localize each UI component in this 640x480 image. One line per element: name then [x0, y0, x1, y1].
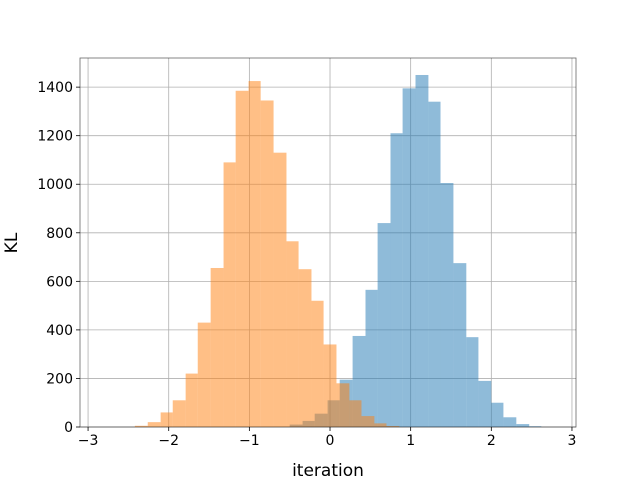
y-tick-label: 1400 [37, 80, 73, 96]
histogram-bar-series-2 [298, 269, 312, 427]
x-tick-label: −1 [239, 433, 260, 449]
histogram-bar-series-1 [453, 263, 467, 427]
histogram-bar-series-2 [273, 152, 287, 428]
histogram-bar-series-2 [260, 100, 274, 427]
histogram-bar-series-1 [428, 101, 441, 428]
histogram-bar-series-2 [374, 423, 387, 427]
histogram-bar-series-2 [286, 241, 299, 427]
histogram-bar-series-2 [311, 300, 324, 427]
y-tick-label: 1000 [37, 177, 73, 193]
x-tick-label: 2 [487, 433, 496, 449]
histogram-bar-series-2 [160, 412, 173, 427]
x-tick-label: 0 [326, 433, 335, 449]
x-tick-label: 1 [406, 433, 415, 449]
x-tick-label: 3 [568, 433, 577, 449]
y-axis-title: KL [2, 232, 22, 253]
histogram-bar-series-2 [248, 81, 261, 427]
histogram-bar-series-2 [147, 422, 161, 427]
histogram-bar-series-2 [185, 373, 198, 427]
histogram-bar-series-1 [503, 417, 517, 427]
x-tick-label: −2 [158, 433, 179, 449]
histogram-bar-series-1 [377, 223, 391, 427]
y-tick-label: 400 [46, 323, 73, 339]
histogram-bar-series-1 [516, 424, 530, 427]
histogram-bars [134, 74, 542, 428]
histogram-bar-series-1 [466, 337, 479, 427]
histogram-bar-series-2 [336, 383, 350, 427]
histogram-bar-series-2 [223, 162, 236, 427]
histogram-bar-series-1 [390, 133, 403, 427]
histogram-bar-series-2 [134, 425, 148, 427]
histogram-bar-series-2 [172, 400, 186, 427]
axis-ticks: −3 −2 −1 0 1 2 3 0 200 400 600 800 1000 1200 1400 [37, 80, 576, 449]
histogram-bar-series-1 [365, 289, 378, 427]
histogram-bar-series-1 [440, 183, 454, 427]
histogram-bar-series-2 [210, 267, 224, 427]
histogram-bar-series-2 [323, 344, 337, 427]
x-tick-label: −3 [78, 433, 99, 449]
histogram-bar-series-2 [386, 426, 400, 427]
plot-frame [79, 57, 577, 428]
histogram-bar-series-1 [491, 402, 504, 427]
x-axis-title: iteration [292, 461, 364, 480]
histogram-bar-series-2 [235, 90, 249, 428]
y-tick-label: 200 [46, 371, 73, 387]
y-tick-label: 600 [46, 274, 73, 290]
histogram-bar-series-1 [415, 74, 429, 428]
histogram-bar-series-2 [349, 400, 362, 427]
y-tick-label: 800 [46, 226, 73, 242]
histogram-bar-series-2 [197, 322, 211, 427]
histogram-bar-series-1 [478, 380, 492, 427]
y-tick-label: 1200 [37, 129, 73, 145]
histogram-bar-series-1 [402, 88, 416, 427]
y-tick-label: 0 [64, 420, 73, 436]
histogram-bar-series-2 [361, 416, 375, 427]
